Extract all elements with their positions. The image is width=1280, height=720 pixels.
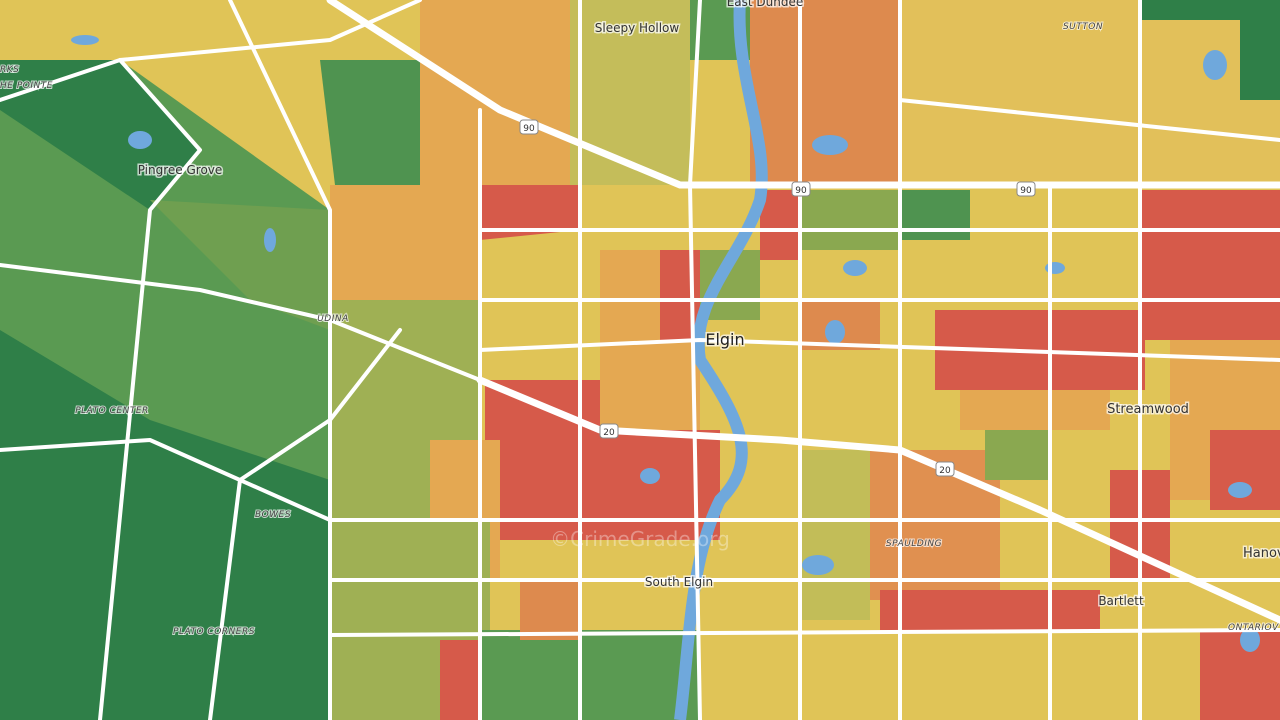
- place-label: SPAULDING: [886, 539, 942, 549]
- labels: East Dundee Sleepy Hollow SUTTON RKS HE …: [0, 0, 1280, 638]
- shield: [599, 423, 619, 439]
- shield-label: 90: [795, 186, 807, 196]
- place-label: PLATO CORNERS: [173, 627, 255, 637]
- place-label: East Dundee: [727, 0, 804, 9]
- shield-label: 20: [939, 466, 951, 476]
- place-label: Elgin: [705, 330, 744, 349]
- place-label: UDINA: [317, 314, 349, 324]
- shield: [935, 461, 955, 477]
- place-label: Streamwood: [1107, 402, 1189, 417]
- shield: [791, 181, 811, 197]
- place-label: ONTARIOV: [1228, 623, 1279, 633]
- shield: [519, 119, 539, 135]
- watermark: ©CrimeGrade.org: [550, 527, 730, 551]
- place-label: Hanov: [1243, 546, 1280, 561]
- shield-label: 20: [603, 428, 615, 438]
- place-label: SUTTON: [1063, 22, 1103, 32]
- place-label: Sleepy Hollow: [595, 21, 680, 35]
- place-label: HE POINTE: [0, 81, 53, 91]
- place-label: Pingree Grove: [138, 163, 223, 177]
- place-label: Bartlett: [1098, 594, 1144, 608]
- place-label: BOWES: [255, 510, 291, 520]
- place-label: PLATO CENTER: [75, 406, 149, 416]
- shield-label: 90: [523, 124, 535, 134]
- place-label: RKS: [0, 65, 19, 75]
- shields: 90 90 90 20 20: [519, 119, 1036, 477]
- place-label: South Elgin: [645, 575, 713, 589]
- shield: [1016, 181, 1036, 197]
- shield-label: 90: [1020, 186, 1032, 196]
